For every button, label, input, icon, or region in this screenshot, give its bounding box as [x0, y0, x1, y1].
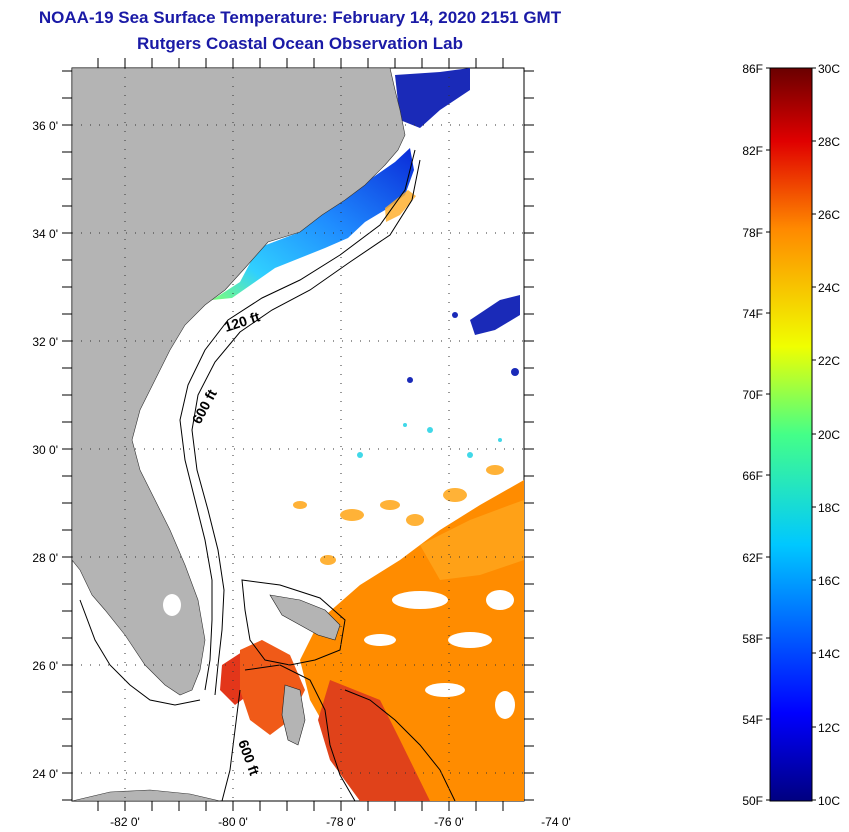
contour-bahamas-east	[344, 689, 456, 801]
c-label: 10C	[818, 794, 840, 808]
lon-label: -76 0'	[434, 815, 464, 829]
c-label: 26C	[818, 208, 840, 222]
contour-keys	[79, 599, 201, 706]
f-label: 54F	[742, 713, 763, 727]
f-label: 50F	[742, 794, 763, 808]
longitude-labels: -82 0' -80 0' -78 0' -76 0' -74 0'	[110, 815, 571, 829]
c-label: 22C	[818, 354, 840, 368]
contour-bahamas	[241, 579, 346, 666]
f-label: 74F	[742, 307, 763, 321]
warm-shelf-edge	[385, 190, 416, 222]
c-label: 20C	[818, 428, 840, 442]
cloud-gaps	[364, 590, 515, 719]
f-label: 86F	[742, 62, 763, 76]
c-label: 16C	[818, 574, 840, 588]
colorbar-fahrenheit-labels: 86F 82F 78F 74F 70F 66F 62F 58F 54F 50F	[742, 62, 763, 808]
f-label: 66F	[742, 469, 763, 483]
lat-label: 26 0'	[32, 659, 58, 673]
c-label: 18C	[818, 501, 840, 515]
c-label: 14C	[818, 647, 840, 661]
lon-label: -74 0'	[541, 815, 571, 829]
land-bahamas	[269, 594, 341, 641]
lat-label: 34 0'	[32, 227, 58, 241]
f-label: 82F	[742, 144, 763, 158]
warm-water-region-north	[420, 500, 524, 580]
contour-600ft	[191, 159, 421, 696]
c-label: 24C	[818, 281, 840, 295]
lat-label: 30 0'	[32, 443, 58, 457]
map-title: NOAA-19 Sea Surface Temperature: Februar…	[38, 8, 562, 27]
cold-water-patches	[395, 68, 520, 383]
lake-okeechobee	[163, 594, 181, 616]
lat-label: 32 0'	[32, 335, 58, 349]
colorbar-ticks	[766, 67, 816, 801]
graticule	[72, 68, 524, 801]
f-label: 58F	[742, 632, 763, 646]
f-label: 62F	[742, 551, 763, 565]
colorbar-celsius-labels: 30C 28C 26C 24C 22C 20C 18C 16C 14C 12C …	[818, 62, 840, 808]
land-andros	[281, 684, 306, 746]
f-label: 78F	[742, 226, 763, 240]
land-cuba	[72, 789, 221, 801]
colorbar	[769, 67, 813, 802]
lon-label: -78 0'	[326, 815, 356, 829]
lon-label: -80 0'	[218, 815, 248, 829]
c-label: 30C	[818, 62, 840, 76]
c-label: 12C	[818, 721, 840, 735]
lat-label: 28 0'	[32, 551, 58, 565]
cool-water-specks	[357, 423, 502, 458]
contour-120ft	[179, 149, 416, 691]
map-subtitle: Rutgers Coastal Ocean Observation Lab	[137, 34, 463, 53]
lon-label: -82 0'	[110, 815, 140, 829]
lat-label: 36 0'	[32, 119, 58, 133]
axis-ticks	[62, 58, 534, 811]
c-label: 28C	[818, 135, 840, 149]
f-label: 70F	[742, 388, 763, 402]
lat-label: 24 0'	[32, 767, 58, 781]
latitude-labels: 36 0' 34 0' 32 0' 30 0' 28 0' 26 0' 24 0…	[32, 119, 58, 781]
hot-water-patch	[318, 680, 430, 801]
